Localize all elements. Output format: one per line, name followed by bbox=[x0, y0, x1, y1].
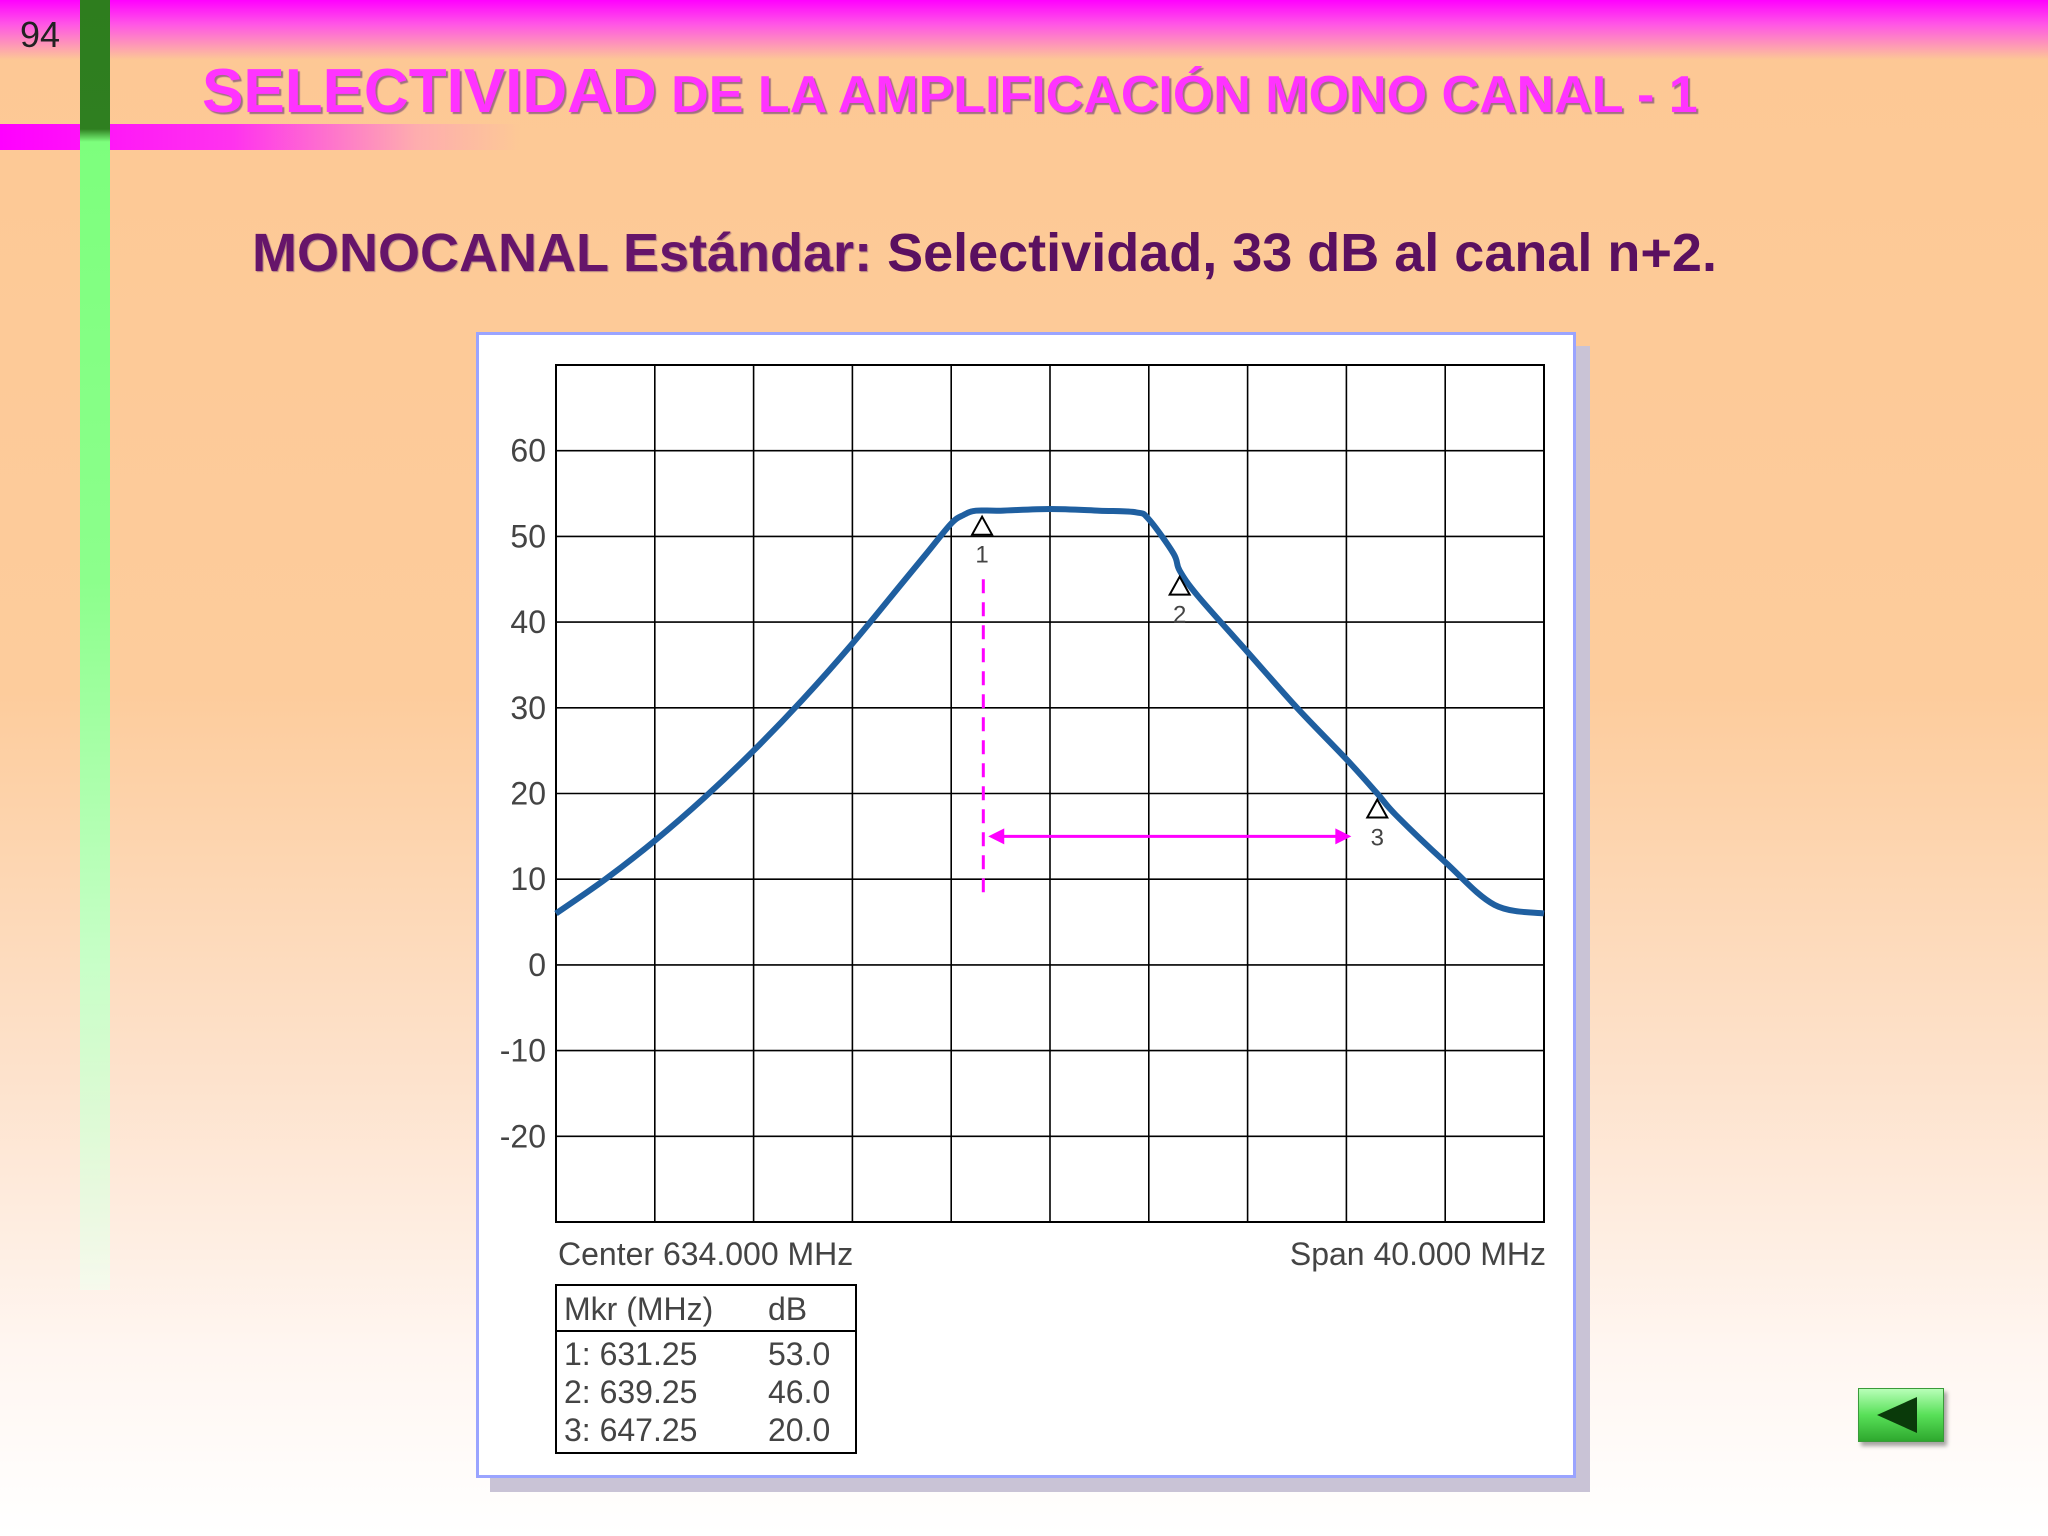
marker-3-label: 3 bbox=[1371, 825, 1384, 852]
marker-table-row-2-freq: 2: 639.25 bbox=[564, 1374, 697, 1410]
marker-table-header-db: dB bbox=[768, 1291, 807, 1327]
marker-table-row-3-db: 20.0 bbox=[768, 1412, 830, 1448]
y-tick-label: 20 bbox=[510, 776, 546, 812]
y-tick-label: -10 bbox=[500, 1033, 546, 1069]
chart-frame: 60 50 40 30 20 10 0 -10 -20 Center 634.000 MHz Spa… bbox=[476, 332, 1576, 1478]
y-tick-label: 30 bbox=[510, 690, 546, 726]
marker-1-triangle bbox=[970, 514, 994, 536]
side-bar bbox=[80, 0, 110, 1290]
response-trace bbox=[554, 505, 1545, 917]
slide-title-main: SELECTIVIDAD bbox=[202, 57, 657, 126]
y-tick-label: 60 bbox=[510, 433, 546, 469]
y-tick-label: 50 bbox=[510, 518, 546, 554]
y-tick-label: -20 bbox=[500, 1118, 546, 1154]
marker-table-row-3-freq: 3: 647.25 bbox=[564, 1412, 697, 1448]
marker-table-row-1-db: 53.0 bbox=[768, 1336, 830, 1372]
center-frequency-label: Center 634.000 MHz bbox=[558, 1236, 853, 1272]
span-label: Span 40.000 MHz bbox=[1290, 1236, 1546, 1272]
marker-table bbox=[555, 1284, 857, 1454]
back-arrow-icon bbox=[1877, 1397, 1917, 1433]
subtitle-label: MONOCANAL Estándar: bbox=[252, 223, 873, 283]
marker-table-row-1-freq: 1: 631.25 bbox=[564, 1336, 697, 1372]
span-arrow-head-right bbox=[1335, 828, 1352, 845]
slide-title: SELECTIVIDAD DE LA AMPLIFICACIÓN MONO CA… bbox=[202, 56, 1902, 127]
page-number: 94 bbox=[20, 14, 61, 55]
marker-table-header-mkr: Mkr (MHz) bbox=[564, 1291, 713, 1327]
y-tick-label: 10 bbox=[510, 861, 546, 897]
y-tick-label: 40 bbox=[510, 604, 546, 640]
slide-title-rest: DE LA AMPLIFICACIÓN MONO CANAL - 1 bbox=[656, 66, 1698, 124]
back-button[interactable] bbox=[1858, 1388, 1944, 1442]
slide-subtitle: MONOCANAL Estándar: Selectividad, 33 dB … bbox=[252, 222, 1717, 284]
marker-1-label: 1 bbox=[975, 542, 988, 569]
marker-2-label: 2 bbox=[1173, 602, 1186, 629]
marker-3-triangle bbox=[1365, 797, 1389, 819]
subtitle-text: Selectividad, 33 dB al canal n+2. bbox=[872, 223, 1717, 283]
selectivity-chart: 60 50 40 30 20 10 0 -10 -20 Center 634.000 MHz Spa… bbox=[500, 364, 1546, 1454]
top-band bbox=[0, 0, 2048, 60]
marker-2-triangle bbox=[1167, 574, 1192, 596]
header-rule bbox=[0, 124, 520, 150]
marker-table-row-2-db: 46.0 bbox=[768, 1374, 830, 1410]
y-tick-label: 0 bbox=[528, 947, 546, 983]
span-arrow-head-left bbox=[988, 828, 1005, 845]
